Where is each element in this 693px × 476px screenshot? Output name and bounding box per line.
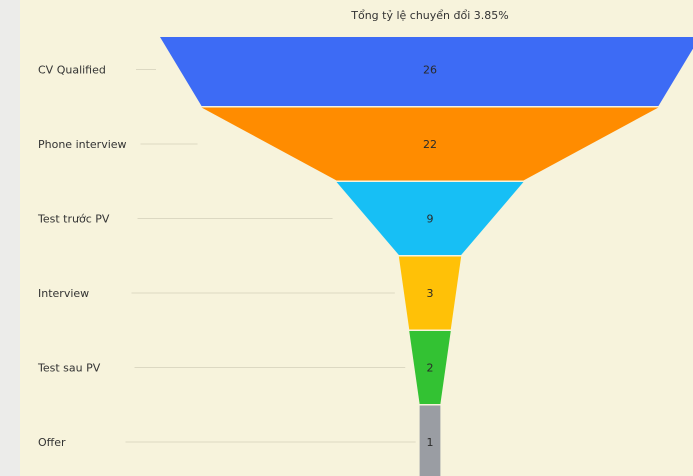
funnel-segment-phone-interview[interactable] [201,107,659,181]
value-label-interview: 3 [427,287,434,300]
value-label-offer: 1 [427,436,434,449]
value-label-cv-qualified: 26 [423,64,437,77]
stage-label-cv-qualified: CV Qualified [38,64,106,77]
funnel-segment-offer[interactable] [419,405,441,476]
funnel-segment-test-sau-pv[interactable] [409,331,451,404]
stage-label-interview: Interview [38,287,89,300]
chart-title: Tổng tỷ lệ chuyển đổi 3.85% [351,9,509,22]
value-label-phone-interview: 22 [423,138,437,151]
value-label-test-sau-pv: 2 [427,362,434,375]
value-label-test-truoc-pv: 9 [427,213,434,226]
funnel-segment-interview[interactable] [398,256,462,330]
left-edge-strip [0,0,20,476]
funnel-segment-test-truoc-pv[interactable] [336,182,524,255]
stage-label-test-truoc-pv: Test trước PV [37,213,110,226]
stage-label-offer: Offer [38,436,66,449]
stage-label-test-sau-pv: Test sau PV [37,362,101,375]
funnel-segment-cv-qualified[interactable] [160,37,693,106]
stage-label-phone-interview: Phone interview [38,138,127,151]
